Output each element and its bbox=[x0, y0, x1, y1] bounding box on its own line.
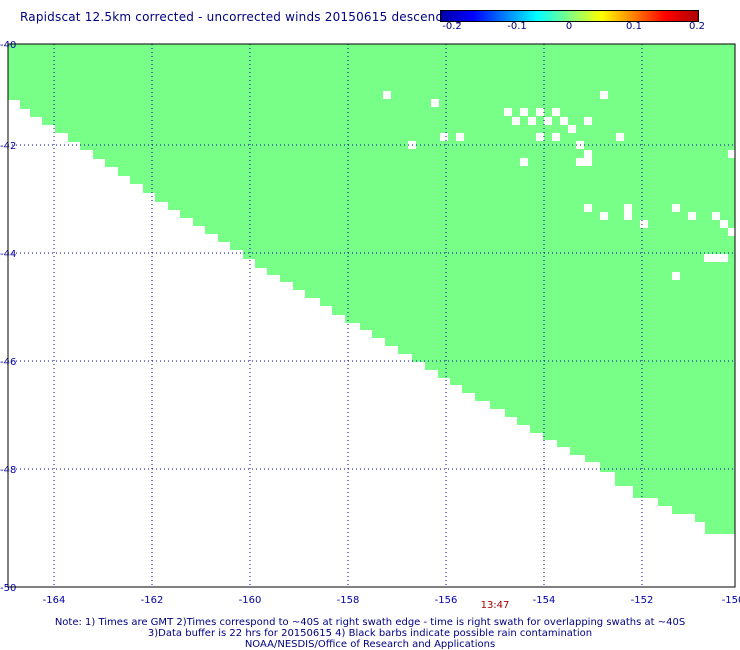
wind-swath bbox=[8, 44, 735, 534]
missing-cell bbox=[568, 125, 576, 133]
missing-cell bbox=[560, 117, 568, 125]
colorbar-label-3: 0 bbox=[565, 21, 573, 32]
missing-cell bbox=[520, 158, 528, 166]
missing-cell bbox=[584, 158, 592, 166]
longitude-label: -154 bbox=[533, 595, 556, 606]
missing-cell bbox=[544, 117, 552, 125]
missing-cell bbox=[712, 254, 720, 262]
missing-cell bbox=[624, 204, 632, 212]
missing-cell bbox=[552, 108, 560, 116]
missing-cell bbox=[728, 228, 736, 236]
missing-cell bbox=[584, 150, 592, 158]
missing-cell bbox=[456, 133, 464, 141]
missing-cell bbox=[720, 220, 728, 228]
longitude-label: -156 bbox=[435, 595, 458, 606]
missing-cell bbox=[712, 212, 720, 220]
missing-cell bbox=[640, 220, 648, 228]
longitude-label: -162 bbox=[141, 595, 164, 606]
missing-cell bbox=[600, 91, 608, 99]
colorbar-label-5: 0.2 bbox=[689, 21, 705, 32]
missing-cell bbox=[383, 91, 391, 99]
missing-cell bbox=[520, 108, 528, 116]
missing-cell bbox=[688, 212, 696, 220]
missing-cell bbox=[728, 150, 735, 158]
swath-area bbox=[8, 44, 735, 534]
colorbar-label-4: 0.1 bbox=[626, 21, 642, 32]
missing-cell bbox=[616, 133, 624, 141]
colorbar-label-2: -0.1 bbox=[507, 21, 527, 32]
missing-cell bbox=[584, 204, 592, 212]
missing-cell bbox=[512, 117, 520, 125]
missing-cell bbox=[624, 212, 632, 220]
note-line-2: 3)Data buffer is 22 hrs for 20150615 4) … bbox=[147, 628, 593, 639]
missing-cell bbox=[528, 117, 536, 125]
missing-cell bbox=[704, 254, 712, 262]
colorbar-label-1: -0.2 bbox=[442, 21, 462, 32]
longitude-label: -158 bbox=[337, 595, 360, 606]
colorbar bbox=[440, 10, 699, 22]
missing-cell bbox=[504, 108, 512, 116]
missing-cell bbox=[584, 117, 592, 125]
map-frame bbox=[7, 43, 736, 588]
missing-cell bbox=[672, 204, 680, 212]
missing-cell bbox=[672, 272, 680, 280]
missing-cell bbox=[440, 133, 448, 141]
note-line-3: NOAA/NESDIS/Office of Research and Appli… bbox=[244, 639, 496, 650]
missing-cell bbox=[720, 254, 728, 262]
swath-step bbox=[8, 85, 20, 100]
missing-cell bbox=[431, 99, 439, 107]
pass-time-label: 13:47 bbox=[481, 600, 510, 611]
longitude-label: -152 bbox=[631, 595, 654, 606]
note-line-1: Note: 1) Times are GMT 2)Times correspon… bbox=[54, 617, 686, 628]
longitude-label: -164 bbox=[43, 595, 66, 606]
missing-cell bbox=[536, 108, 544, 116]
missing-cell bbox=[552, 133, 560, 141]
missing-cell bbox=[576, 158, 584, 166]
latitude-label: -50 bbox=[0, 583, 16, 594]
map-title: Rapidscat 12.5km corrected - uncorrected… bbox=[20, 10, 463, 24]
longitude-label: -150 bbox=[722, 595, 740, 606]
missing-cell bbox=[600, 212, 608, 220]
missing-cell bbox=[536, 133, 544, 141]
longitude-label: -160 bbox=[239, 595, 262, 606]
